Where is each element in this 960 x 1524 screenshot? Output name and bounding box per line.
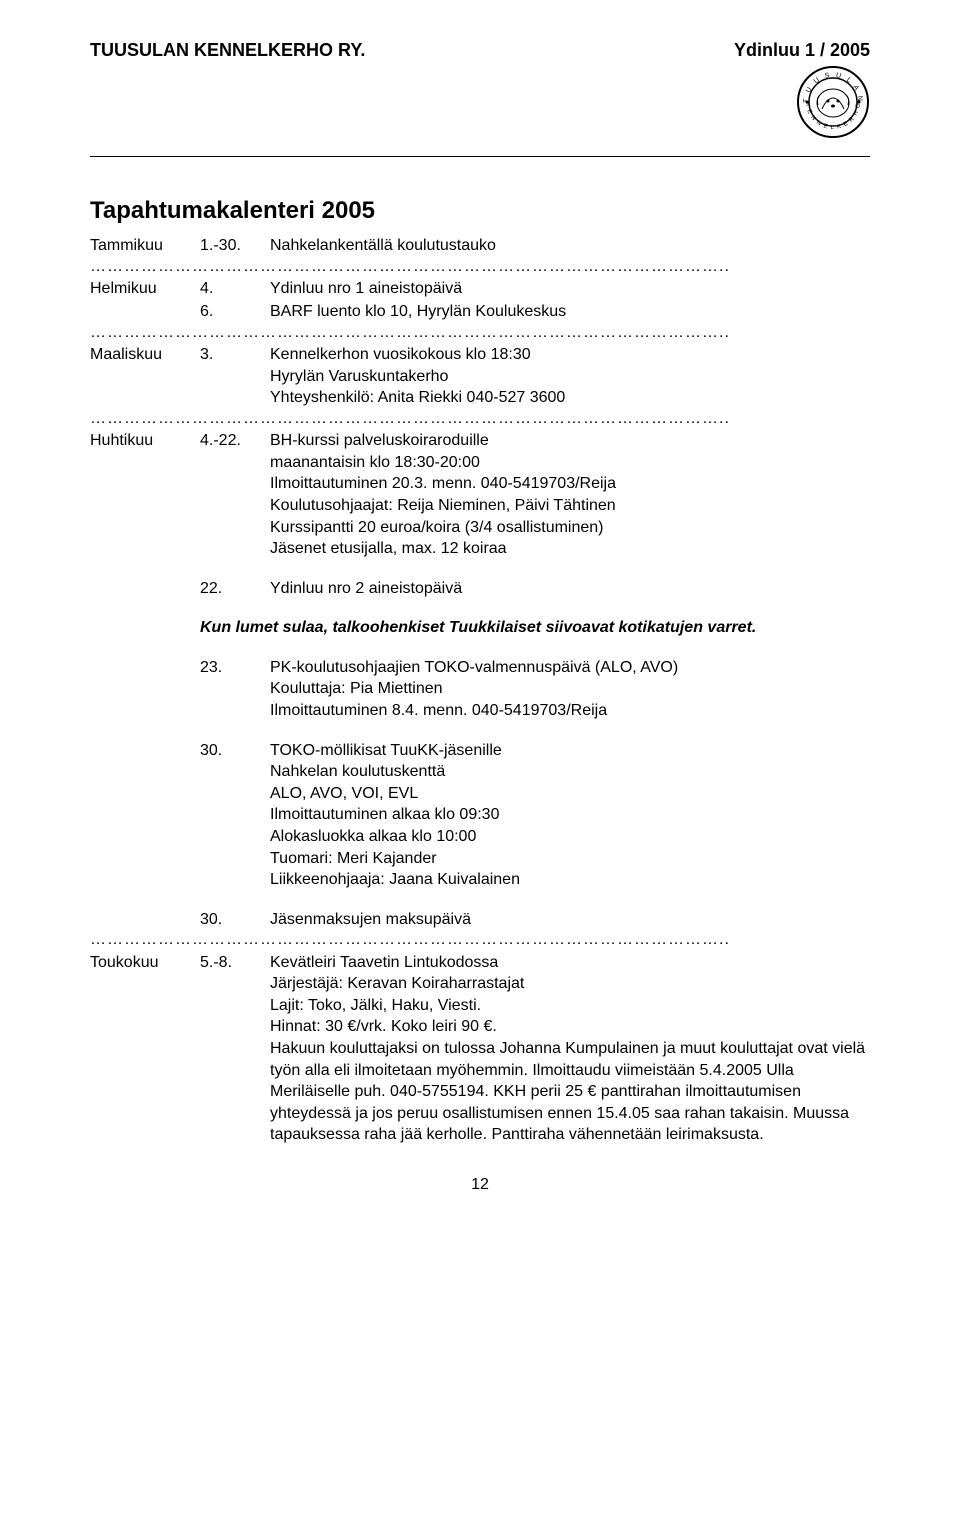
month-cell: Huhtikuu <box>90 430 200 452</box>
calendar-row: Toukokuu5.-8.Kevätleiri Taavetin Lintuko… <box>90 952 870 1146</box>
calendar-row: Helmikuu4.Ydinluu nro 1 aineistopäivä <box>90 278 870 300</box>
calendar-row: Maaliskuu3.Kennelkerhon vuosikokous klo … <box>90 344 870 409</box>
calendar-row: 6.BARF luento klo 10, Hyrylän Koulukesku… <box>90 301 870 323</box>
month-cell: Helmikuu <box>90 278 200 300</box>
event-text: Ydinluu nro 1 aineistopäivä <box>270 278 870 300</box>
calendar-row: 30.TOKO-möllikisat TuuKK-jäsenilleNahkel… <box>90 740 870 891</box>
day-cell: 1.-30. <box>200 235 270 257</box>
calendar-row: 23.PK-koulutusohjaajien TOKO-valmennuspä… <box>90 657 870 722</box>
day-cell: 6. <box>200 301 270 323</box>
dotted-separator: ………………………………………………………………………………………………….. <box>90 930 870 949</box>
calendar-rows: Tammikuu1.-30.Nahkelankentällä koulutust… <box>90 235 870 1146</box>
dotted-separator: ………………………………………………………………………………………………….. <box>90 257 870 276</box>
header-left: TUUSULAN KENNELKERHO RY. <box>90 40 365 61</box>
calendar-row: 30.Jäsenmaksujen maksupäivä <box>90 909 870 931</box>
day-cell: 4. <box>200 278 270 300</box>
event-text: BARF luento klo 10, Hyrylän Koulukeskus <box>270 301 870 323</box>
divider <box>90 156 870 157</box>
month-cell: Toukokuu <box>90 952 200 974</box>
day-cell: 4.-22. <box>200 430 270 452</box>
event-text: Kevätleiri Taavetin LintukodossaJärjestä… <box>270 952 870 1146</box>
calendar-row: Huhtikuu4.-22.BH-kurssi palveluskoirarod… <box>90 430 870 560</box>
header-right: Ydinluu 1 / 2005 <box>734 40 870 61</box>
day-cell: 30. <box>200 909 270 931</box>
dotted-separator: ………………………………………………………………………………………………….. <box>90 323 870 342</box>
calendar-row: Tammikuu1.-30.Nahkelankentällä koulutust… <box>90 235 870 257</box>
event-text: PK-koulutusohjaajien TOKO-valmennuspäivä… <box>270 657 870 722</box>
italic-note-text: Kun lumet sulaa, talkoohenkiset Tuukkila… <box>200 617 756 639</box>
day-cell: 22. <box>200 578 270 600</box>
event-text: TOKO-möllikisat TuuKK-jäsenilleNahkelan … <box>270 740 870 891</box>
header-row: TUUSULAN KENNELKERHO RY. Ydinluu 1 / 200… <box>90 40 870 144</box>
day-cell: 5.-8. <box>200 952 270 974</box>
svg-text:T U U S U L A N: T U U S U L A N <box>803 72 863 104</box>
club-logo-icon: T U U S U L A N K E N N E L K E R H O <box>796 65 870 144</box>
event-text: Nahkelankentällä koulutustauko <box>270 235 870 257</box>
day-cell: 30. <box>200 740 270 762</box>
event-text: BH-kurssi palveluskoiraroduillemaanantai… <box>270 430 870 560</box>
calendar-row: 22.Ydinluu nro 2 aineistopäivä <box>90 578 870 600</box>
header-right-block: Ydinluu 1 / 2005 T U U S U L A N K E N N… <box>734 40 870 144</box>
day-cell: 3. <box>200 344 270 366</box>
month-cell: Maaliskuu <box>90 344 200 366</box>
event-text: Jäsenmaksujen maksupäivä <box>270 909 870 931</box>
dotted-separator: ………………………………………………………………………………………………….. <box>90 409 870 428</box>
page-title: Tapahtumakalenteri 2005 <box>90 197 870 225</box>
italic-note: Kun lumet sulaa, talkoohenkiset Tuukkila… <box>90 617 870 639</box>
event-text: Kennelkerhon vuosikokous klo 18:30Hyrylä… <box>270 344 870 409</box>
page: TUUSULAN KENNELKERHO RY. Ydinluu 1 / 200… <box>0 0 960 1234</box>
page-number: 12 <box>90 1176 870 1194</box>
event-text: Ydinluu nro 2 aineistopäivä <box>270 578 870 600</box>
day-cell: 23. <box>200 657 270 679</box>
month-cell: Tammikuu <box>90 235 200 257</box>
